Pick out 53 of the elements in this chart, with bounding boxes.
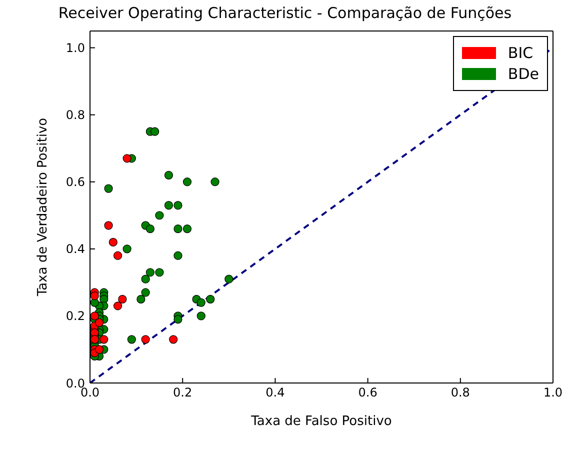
- point: [136, 294, 146, 304]
- point: [155, 211, 164, 220]
- x-axis-title: Taxa de Falso Positivo: [250, 414, 392, 429]
- y-tick-label: 0.4: [66, 242, 85, 256]
- point: [90, 335, 99, 344]
- point: [196, 298, 206, 307]
- point: [164, 201, 174, 210]
- point: [164, 170, 174, 180]
- point: [104, 184, 113, 193]
- y-tick-label: 0.6: [66, 175, 85, 190]
- y-tick-label: 0.8: [66, 108, 85, 122]
- legend-label: BIC: [508, 44, 534, 62]
- point: [182, 178, 192, 186]
- x-tick-label: 0.2: [173, 386, 192, 400]
- x-tick-label: 0.8: [450, 386, 470, 400]
- point: [122, 244, 132, 254]
- point: [122, 154, 132, 163]
- point: [113, 302, 122, 310]
- point: [127, 335, 136, 344]
- point: [94, 345, 104, 354]
- point: [104, 221, 113, 230]
- point: [146, 224, 154, 234]
- point: [146, 268, 154, 277]
- y-tick-label: 1.0: [66, 41, 85, 56]
- point: [118, 294, 127, 304]
- point: [113, 251, 122, 260]
- point: [224, 274, 234, 284]
- point: [108, 238, 118, 246]
- x-tick-label: 1.0: [543, 386, 563, 400]
- point: [90, 292, 99, 300]
- point: [141, 335, 150, 344]
- point: [174, 251, 182, 260]
- point: [141, 274, 150, 284]
- point: [196, 312, 206, 320]
- point: [141, 288, 150, 297]
- point: [94, 318, 104, 327]
- y-tick-label: 0.2: [66, 309, 85, 324]
- point: [174, 201, 182, 210]
- point: [174, 224, 182, 234]
- point: [182, 224, 192, 234]
- x-tick-label: 0.6: [358, 386, 378, 400]
- point: [174, 315, 182, 324]
- x-tick-label: 0.4: [266, 386, 285, 400]
- point: [155, 268, 164, 277]
- chart-title: Receiver Operating Characteristic - Comparação de Funções: [57, 4, 513, 22]
- point: [150, 127, 160, 136]
- point: [169, 335, 178, 344]
- point: [100, 335, 108, 344]
- y-axis-title: Taxa de Verdadeiro Positivo: [36, 118, 51, 298]
- point: [210, 178, 220, 186]
- point: [90, 312, 99, 320]
- legend-label: BDe: [508, 65, 539, 83]
- point: [206, 294, 215, 304]
